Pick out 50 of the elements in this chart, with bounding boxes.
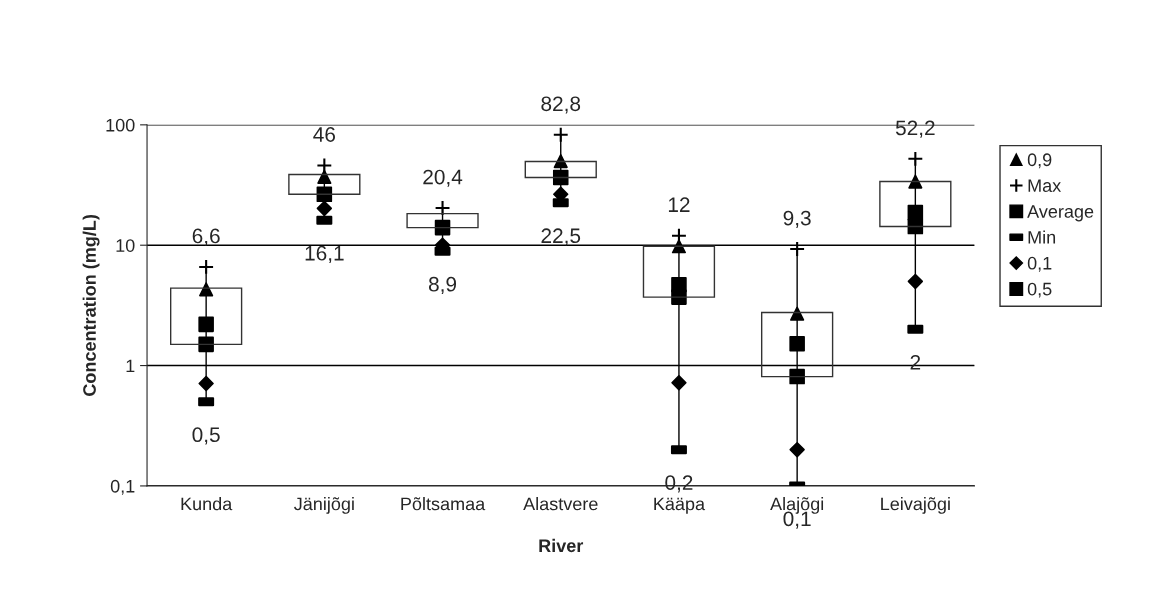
data-label: 8,9 bbox=[428, 276, 457, 295]
point bbox=[789, 241, 806, 257]
point bbox=[198, 258, 215, 275]
legend-label: 0,9 bbox=[1027, 153, 1052, 169]
point bbox=[316, 200, 333, 217]
point bbox=[316, 157, 333, 174]
data-label: 46 bbox=[313, 127, 336, 142]
legend-label: Min bbox=[1028, 230, 1056, 244]
point bbox=[907, 150, 924, 167]
data-label: 0,5 bbox=[192, 427, 220, 445]
point bbox=[434, 199, 451, 216]
point bbox=[198, 375, 214, 392]
point bbox=[316, 186, 333, 203]
point bbox=[789, 441, 805, 458]
point bbox=[552, 169, 569, 186]
point bbox=[553, 153, 568, 169]
legend-label: 0,1 bbox=[1027, 256, 1052, 272]
x-tick-label: Põltsamaa bbox=[401, 497, 486, 511]
point bbox=[317, 169, 332, 184]
data-label: 6,6 bbox=[192, 228, 220, 246]
x-tick-label: Leivajõgi bbox=[881, 497, 950, 514]
point bbox=[671, 375, 687, 391]
x-axis-title: River bbox=[539, 538, 584, 553]
point bbox=[198, 316, 214, 333]
point bbox=[670, 227, 687, 244]
point bbox=[552, 126, 569, 143]
y-axis-title: Concentration (mg/L) bbox=[82, 215, 100, 396]
legend-label: 0,5 bbox=[1027, 282, 1052, 298]
point bbox=[790, 306, 805, 321]
point bbox=[198, 336, 214, 353]
x-tick-label: Jänijõgi bbox=[294, 497, 354, 514]
data-label: 16,1 bbox=[305, 245, 344, 264]
data-label: 82,8 bbox=[541, 96, 581, 114]
data-label: 12 bbox=[668, 197, 690, 212]
x-tick-label: Kääpa bbox=[654, 497, 706, 514]
y-tick-label: 10 bbox=[116, 239, 135, 252]
x-tick-label: Alastvere bbox=[523, 497, 598, 511]
point bbox=[789, 368, 805, 385]
legend-label: Max bbox=[1028, 179, 1062, 193]
y-tick-label: 0,1 bbox=[110, 479, 135, 495]
data-label: 9,3 bbox=[783, 210, 811, 228]
data-label: 22,5 bbox=[541, 228, 581, 246]
point bbox=[907, 273, 924, 290]
data-label: 20,4 bbox=[423, 169, 463, 187]
point bbox=[789, 335, 805, 352]
point bbox=[908, 174, 923, 189]
y-tick-label: 100 bbox=[106, 118, 135, 132]
x-tick-label: Kunda bbox=[181, 497, 233, 511]
legend-label: Average bbox=[1027, 205, 1094, 222]
y-tick-label: 1 bbox=[126, 359, 135, 373]
